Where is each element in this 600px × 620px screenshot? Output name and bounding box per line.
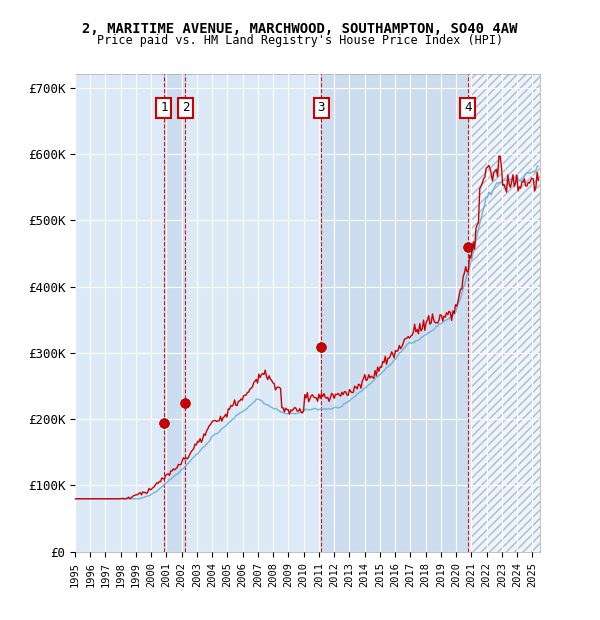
Text: 2, MARITIME AVENUE, MARCHWOOD, SOUTHAMPTON, SO40 4AW: 2, MARITIME AVENUE, MARCHWOOD, SOUTHAMPT…: [82, 22, 518, 36]
Bar: [472, 74, 540, 552]
Text: 3: 3: [317, 101, 325, 114]
Bar: [321, 74, 468, 552]
Text: 2: 2: [182, 101, 189, 114]
Text: 4: 4: [464, 101, 472, 114]
Text: 1: 1: [160, 101, 167, 114]
Bar: [472, 74, 540, 552]
Bar: [164, 74, 185, 552]
Text: Price paid vs. HM Land Registry's House Price Index (HPI): Price paid vs. HM Land Registry's House …: [97, 34, 503, 47]
